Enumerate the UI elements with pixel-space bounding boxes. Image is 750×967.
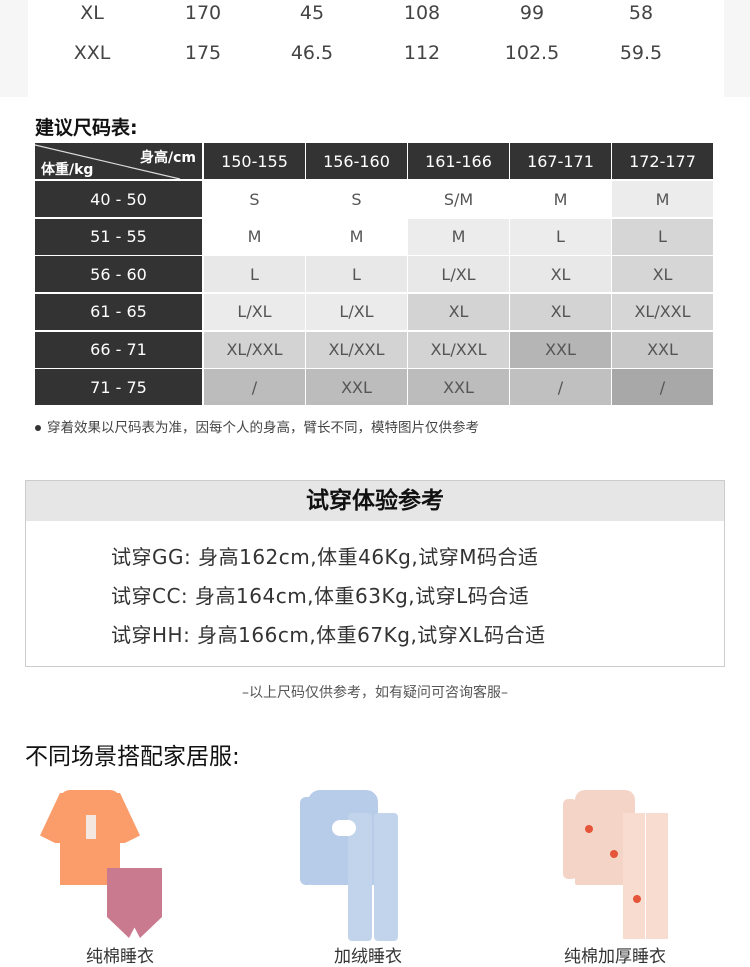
measurement-cell: XL: [80, 2, 104, 24]
measurement-cell: 46.5: [290, 42, 334, 64]
measurement-cell: 112: [403, 42, 441, 64]
size-cell: L: [306, 256, 407, 293]
size-cell: XXL: [408, 369, 509, 406]
size-cell: XXL: [612, 331, 713, 368]
product-cotton[interactable]: 纯棉睡衣: [20, 785, 220, 967]
measurement-cell: 170: [184, 2, 222, 24]
size-cell: XXL: [510, 331, 611, 368]
measurement-cell: 175: [184, 42, 222, 64]
product-label: 纯棉睡衣: [86, 947, 154, 967]
footnote: –以上尺码仅供参考，如有疑问可咨询客服–: [242, 685, 508, 701]
trial-line: 试穿CC: 身高164cm,体重63Kg,试穿L码合适: [111, 584, 530, 608]
trial-title: 试穿体验参考: [26, 481, 724, 521]
size-cell: L: [612, 218, 713, 255]
product-label: 加绒睡衣: [334, 947, 402, 967]
size-cell: XXL: [306, 369, 407, 406]
size-cell: M: [408, 218, 509, 255]
size-chart-title: 建议尺码表:: [35, 117, 138, 139]
size-cell: XL: [510, 293, 611, 330]
height-header: 150-155: [204, 143, 305, 179]
size-cell: XL: [612, 256, 713, 293]
size-note: 穿着效果以尺码表为准，因每个人的身高，臂长不同，模特图片仅供参考: [35, 416, 479, 436]
measurement-cell: 99: [519, 2, 545, 24]
trial-panel: 试穿体验参考 试穿GG: 身高162cm,体重46Kg,试穿M码合适 试穿CC:…: [25, 480, 725, 667]
size-cell: L: [510, 218, 611, 255]
scenes-title: 不同场景搭配家居服:: [25, 744, 240, 770]
corner-header: 身高/cm 体重/kg: [35, 143, 202, 179]
weight-label: 体重/kg: [41, 162, 94, 178]
weight-header: 56 - 60: [35, 256, 202, 293]
size-cell: XL: [510, 256, 611, 293]
size-cell: L/XL: [306, 293, 407, 330]
size-cell: L/XL: [408, 256, 509, 293]
height-header: 156-160: [306, 143, 407, 179]
height-header: 161-166: [408, 143, 509, 179]
weight-header: 40 - 50: [35, 181, 202, 218]
product-fleece[interactable]: 加绒睡衣: [268, 785, 468, 967]
weight-header: 51 - 55: [35, 218, 202, 255]
trial-line: 试穿GG: 身高162cm,体重46Kg,试穿M码合适: [111, 545, 539, 569]
weight-header: 71 - 75: [35, 369, 202, 406]
size-cell: S/M: [408, 181, 509, 218]
height-label: 身高/cm: [140, 150, 196, 166]
size-cell: S: [204, 181, 305, 218]
size-cell: XL/XXL: [306, 331, 407, 368]
size-cell: XL/XXL: [612, 293, 713, 330]
size-cell: M: [204, 218, 305, 255]
diagonal-line: [35, 144, 181, 179]
measurement-cell: 102.5: [504, 42, 560, 64]
trial-line: 试穿HH: 身高166cm,体重67Kg,试穿XL码合适: [111, 623, 546, 647]
measurement-cell: 59.5: [619, 42, 663, 64]
measurement-cell: 45: [299, 2, 325, 24]
size-cell: M: [612, 181, 713, 218]
size-cell: XL/XXL: [204, 331, 305, 368]
size-cell: L/XL: [204, 293, 305, 330]
height-header: 172-177: [612, 143, 713, 179]
product-thick-cotton[interactable]: 纯棉加厚睡衣: [515, 785, 715, 967]
height-header: 167-171: [510, 143, 611, 179]
size-cell: /: [204, 369, 305, 406]
measurement-cell: 58: [628, 2, 654, 24]
weight-header: 61 - 65: [35, 293, 202, 330]
size-cell: /: [510, 369, 611, 406]
size-cell: XL: [408, 293, 509, 330]
size-cell: /: [612, 369, 713, 406]
measurement-table-body: XL 170 45 108 99 58 XXL 175 46.5 112 102.5 59.5: [28, 0, 724, 97]
measurement-table: XL 170 45 108 99 58 XXL 175 46.5 112 102.5 59.5: [0, 0, 750, 97]
measurement-cell: XXL: [73, 42, 111, 64]
size-cell: M: [510, 181, 611, 218]
size-cell: L: [204, 256, 305, 293]
size-cell: XL/XXL: [408, 331, 509, 368]
weight-header: 66 - 71: [35, 331, 202, 368]
measurement-cell: 108: [403, 2, 441, 24]
product-label: 纯棉加厚睡衣: [564, 947, 666, 967]
size-cell: S: [306, 181, 407, 218]
size-cell: M: [306, 218, 407, 255]
